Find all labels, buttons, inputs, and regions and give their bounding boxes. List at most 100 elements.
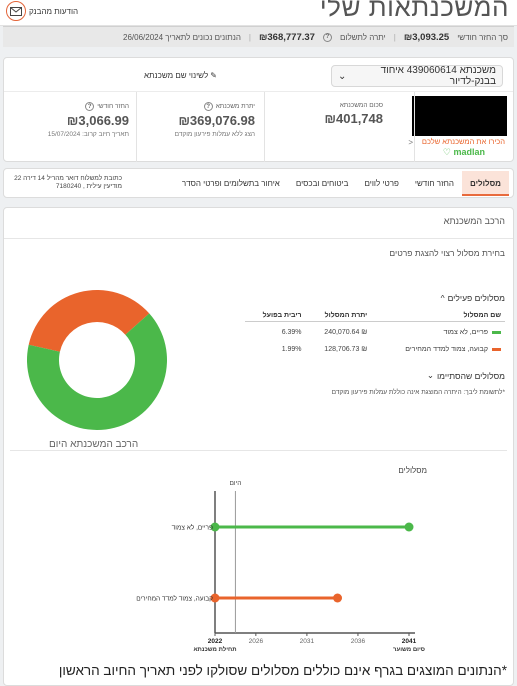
info-icon[interactable]: ? bbox=[322, 32, 332, 42]
col-track-name: שם המסלול bbox=[371, 310, 505, 322]
x-tick-sublabel: סיום משוער bbox=[393, 647, 425, 653]
chevron-down-icon: ⌄ bbox=[426, 370, 434, 380]
finished-tracks-label: מסלולים שהסתיימו bbox=[436, 370, 505, 381]
stat-balance: יתרת משכנתא ? ₪369,076.98 הצג ללא עמלות … bbox=[145, 102, 255, 138]
mortgage-select[interactable]: משכנתא 439060614 איחוד בבנק-לדיור ⌄ bbox=[331, 65, 503, 87]
madlan-icon: ♡ bbox=[442, 147, 451, 157]
mailing-address: כתובת למשלוח דואר מהריל 14 דירה 22 מודיע… bbox=[14, 175, 122, 190]
track-name-cell: פריים, לא צמוד bbox=[371, 322, 505, 340]
table-row[interactable]: קבועה, צמוד למדד המחירים ₪ 128,706.73 1.… bbox=[245, 339, 505, 356]
x-tick-label: 2031 bbox=[300, 638, 315, 645]
rename-mortgage-label: לשינוי שם משכנתא bbox=[144, 71, 209, 80]
track-label: פריים, לא צמוד bbox=[172, 524, 213, 532]
brand-label: madlan bbox=[453, 147, 485, 157]
tab-tracks[interactable]: מסלולים bbox=[462, 170, 509, 196]
stat-balance-label-row: יתרת משכנתא ? bbox=[145, 102, 255, 111]
stat-balance-value: ₪369,076.98 bbox=[178, 113, 255, 128]
pencil-icon: ✎ bbox=[210, 71, 217, 80]
chart-footnote: *הנתונים המוצגים בגרף אינם כוללים מסלולי… bbox=[58, 663, 507, 678]
x-tick-label: 2041 bbox=[402, 638, 417, 645]
stat-monthly: החזר חודשי ? ₪3,066.99 תאריך חיוב קרוב: … bbox=[14, 102, 129, 138]
stat-monthly-label: החזר חודשי bbox=[97, 103, 129, 110]
divider bbox=[10, 450, 507, 451]
x-tick-label: 2036 bbox=[351, 638, 366, 645]
data-date-label: הנתונים נכונים לתאריך 26/06/2024 bbox=[123, 32, 241, 42]
chevron-up-icon: ^ bbox=[440, 293, 445, 303]
info-icon[interactable]: ? bbox=[85, 102, 95, 111]
finished-tracks-toggle[interactable]: מסלולים שהסתיימו ⌄ bbox=[427, 370, 505, 381]
page-title: המשכנתאות שלי bbox=[319, 0, 509, 22]
col-track-balance: יתרת המסלול bbox=[305, 310, 372, 322]
track-balance: ₪ 240,070.64 bbox=[324, 329, 368, 336]
chart-title: מסלולים bbox=[398, 466, 427, 475]
top-bar: המשכנתאות שלי הודעות מהבנק bbox=[0, 0, 517, 26]
track-end-point[interactable] bbox=[404, 522, 414, 532]
balance-note: *לתשומת ליבך: היתרה המוצגת אינה כוללת עמ… bbox=[331, 389, 505, 396]
tab-monthly[interactable]: החזר חודשי bbox=[414, 178, 455, 188]
tab-borrowers[interactable]: פרטי לווים bbox=[364, 178, 399, 188]
rename-mortgage-link[interactable]: ✎ לשינוי שם משכנתא bbox=[144, 71, 217, 80]
active-tracks-label: מסלולים פעילים bbox=[447, 293, 505, 303]
track-name: פריים, לא צמוד bbox=[443, 329, 488, 336]
stat-monthly-label-row: החזר חודשי ? bbox=[14, 102, 129, 111]
stat-monthly-value: ₪3,066.99 bbox=[66, 113, 129, 128]
track-start-point[interactable] bbox=[210, 593, 220, 603]
next-charge-date: תאריך חיוב קרוב: 15/07/2024 bbox=[47, 131, 129, 138]
chevron-left-icon: > bbox=[408, 138, 413, 147]
mortgage-select-value: משכנתא 439060614 איחוד בבנק-לדיור bbox=[380, 65, 496, 87]
stat-total-value: ₪401,748 bbox=[324, 111, 383, 126]
track-balance: ₪ 128,706.73 bbox=[324, 346, 368, 353]
table-header-row: שם המסלול יתרת המסלול ריבית בפועל bbox=[245, 310, 505, 322]
envelope-icon[interactable] bbox=[6, 1, 26, 21]
info-icon[interactable]: ? bbox=[203, 102, 213, 111]
payoff-value: ₪368,777.37 bbox=[258, 31, 315, 43]
composition-donut-chart bbox=[26, 290, 168, 430]
x-tick-label: 2022 bbox=[208, 638, 223, 645]
section-title: הרכב המשכנתא bbox=[443, 216, 505, 226]
tracks-table: שם המסלול יתרת המסלול ריבית בפועל פריים,… bbox=[245, 310, 505, 356]
tab-arrears[interactable]: איחור בתשלומים ופרטי הסדר bbox=[181, 178, 280, 188]
track-end-point[interactable] bbox=[333, 593, 343, 603]
monthly-total-label: סך החזר חודשי bbox=[457, 32, 508, 42]
divider bbox=[136, 92, 137, 162]
x-tick-sublabel: תחילת משכנתא bbox=[193, 645, 236, 653]
bank-messages-button[interactable]: הודעות מהבנק bbox=[6, 1, 79, 21]
legend-swatch bbox=[492, 347, 501, 351]
active-tracks-toggle[interactable]: מסלולים פעילים ^ bbox=[441, 293, 505, 303]
track-hint: בחירת מסלול רצוי להצגת פרטים bbox=[389, 248, 505, 258]
monthly-total-value: ₪3,093.25 bbox=[403, 31, 450, 43]
today-label: היום bbox=[229, 480, 241, 487]
get-to-know-link[interactable]: הכירו את המשכנתא שלכם bbox=[421, 137, 505, 146]
madlan-brand: ♡ madlan bbox=[443, 147, 485, 158]
show-without-fees-link[interactable]: הצג ללא עמלות פירעון מוקדם bbox=[174, 131, 255, 138]
tab-insurance[interactable]: ביטוחים ובכסים bbox=[295, 178, 349, 188]
chevron-down-icon: ⌄ bbox=[338, 70, 347, 82]
track-name: קבועה, צמוד למדד המחירים bbox=[405, 346, 488, 353]
stat-total-label: סכום המשכנתא bbox=[339, 102, 383, 109]
mortgage-card: משכנתא 439060614 איחוד בבנק-לדיור ⌄ ✎ לש… bbox=[3, 57, 514, 162]
composition-panel: הרכב המשכנתא בחירת מסלול רצוי להצגת פרטי… bbox=[3, 207, 514, 686]
tabs-bar: מסלולים החזר חודשי פרטי לווים ביטוחים וב… bbox=[3, 168, 514, 198]
donut-slice[interactable] bbox=[26, 313, 168, 430]
divider bbox=[414, 92, 415, 162]
stat-total: סכום המשכנתא ₪401,748 bbox=[273, 102, 383, 126]
divider bbox=[4, 238, 513, 239]
separator: | bbox=[248, 32, 251, 42]
summary-bar: סך החזר חודשי ₪3,093.25 | יתרה לתשלום ? … bbox=[3, 26, 514, 47]
col-track-rate: ריבית בפועל bbox=[245, 310, 306, 322]
track-label: קבועה, צמוד למדד המחירים bbox=[136, 595, 213, 603]
donut-caption: הרכב המשכנתא היום bbox=[49, 439, 139, 450]
divider bbox=[4, 91, 513, 92]
donut-slice[interactable] bbox=[28, 290, 150, 352]
table-row[interactable]: פריים, לא צמוד ₪ 240,070.64 6.39% bbox=[245, 322, 505, 340]
track-start-point[interactable] bbox=[210, 522, 220, 532]
separator: | bbox=[393, 32, 396, 42]
madlan-logo-area[interactable]: הכירו את המשכנתא שלכם ♡ madlan > bbox=[407, 96, 507, 158]
redacted-area bbox=[412, 96, 507, 136]
x-tick-label: 2026 bbox=[249, 638, 264, 645]
bank-messages-label: הודעות מהבנק bbox=[29, 6, 79, 16]
track-name-cell: קבועה, צמוד למדד המחירים bbox=[371, 339, 505, 356]
stat-balance-label: יתרת משכנתא bbox=[215, 103, 255, 110]
divider bbox=[264, 92, 265, 162]
